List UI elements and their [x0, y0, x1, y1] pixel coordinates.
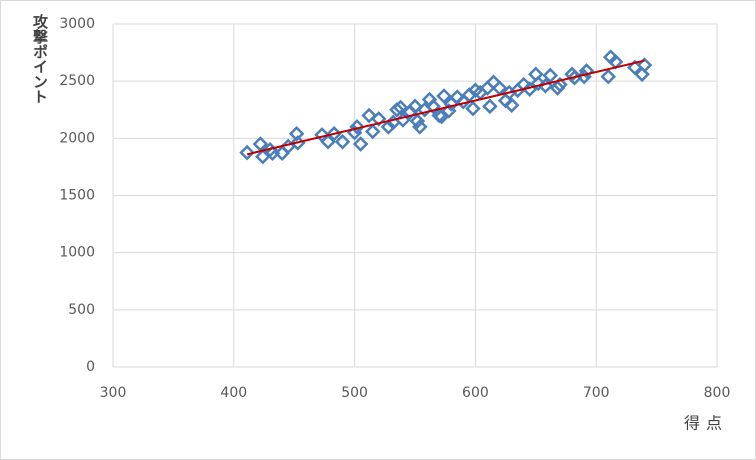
- point: [392, 99, 409, 116]
- point: [407, 98, 423, 115]
- point: [465, 100, 481, 117]
- y-axis-label: 攻撃ポイント: [31, 13, 49, 104]
- point: [409, 113, 426, 129]
- point: [334, 133, 351, 150]
- point: [370, 111, 387, 127]
- point: [549, 80, 566, 96]
- point: [320, 133, 336, 150]
- y-tick-label: 1500: [59, 188, 95, 204]
- x-axis-label: 得点: [684, 414, 728, 433]
- point: [600, 68, 617, 85]
- x-tick-label: 300: [100, 385, 127, 401]
- point: [482, 98, 498, 115]
- x-tick-label: 500: [341, 385, 368, 401]
- point: [326, 125, 342, 142]
- y-tick-label: 1000: [59, 245, 95, 261]
- point: [389, 101, 405, 118]
- point: [542, 67, 559, 84]
- point: [552, 76, 568, 93]
- y-tick-label: 3000: [59, 16, 95, 32]
- point: [634, 66, 650, 83]
- y-tick-label: 500: [68, 302, 95, 318]
- x-tick-label: 400: [220, 385, 247, 401]
- point: [412, 119, 428, 135]
- point: [436, 88, 452, 104]
- point: [252, 136, 269, 152]
- point: [349, 119, 365, 135]
- point: [352, 136, 369, 152]
- x-tick-label: 700: [583, 385, 610, 401]
- y-tick-label: 2000: [59, 130, 95, 146]
- point: [503, 97, 520, 113]
- x-tick-label: 800: [704, 385, 731, 401]
- y-tick-label: 0: [86, 359, 95, 375]
- point: [636, 57, 653, 73]
- y-tick-label: 2500: [59, 73, 95, 89]
- point: [361, 107, 377, 124]
- point: [578, 63, 595, 79]
- point: [425, 98, 441, 115]
- point: [380, 119, 397, 135]
- x-tick-label: 600: [462, 385, 489, 401]
- point: [239, 144, 255, 161]
- point: [364, 123, 381, 140]
- trendline: [246, 59, 645, 156]
